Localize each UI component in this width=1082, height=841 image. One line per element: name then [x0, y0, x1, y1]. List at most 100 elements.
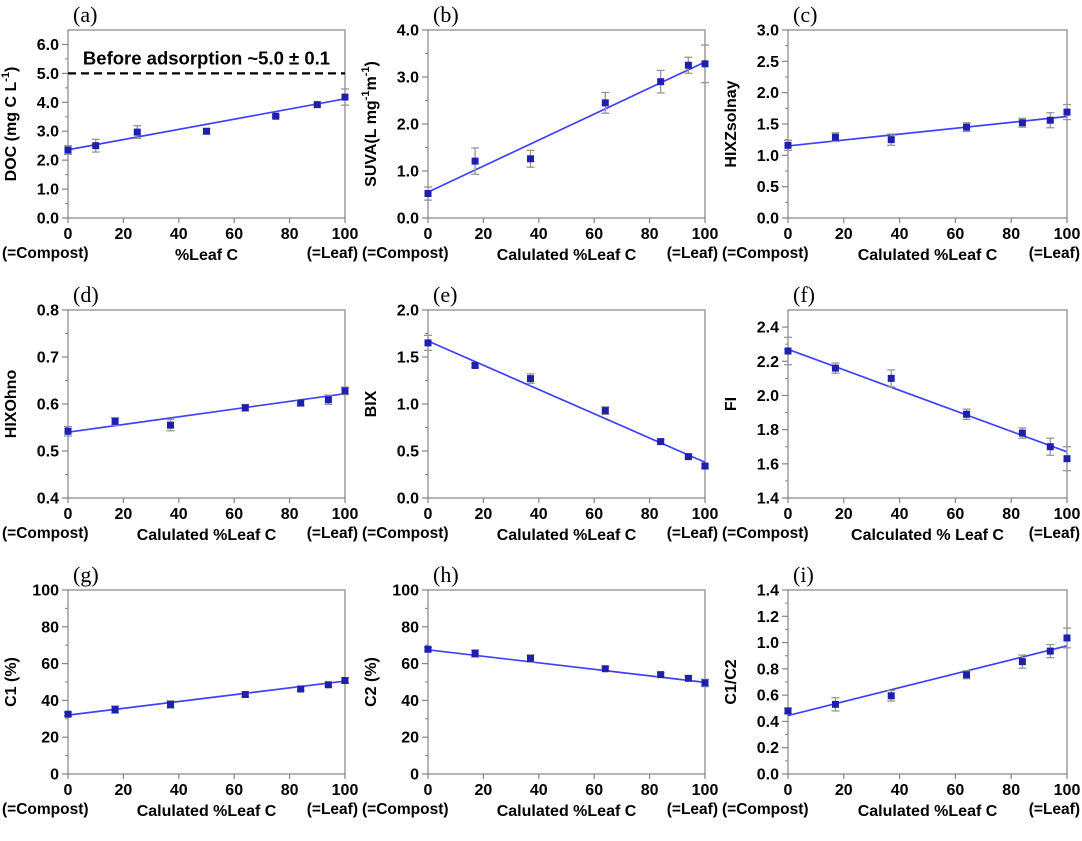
x-tick-label: 100 — [692, 226, 719, 243]
x-tick-label: 20 — [115, 226, 133, 243]
y-axis-title: DOC (mg C L-1) — [0, 67, 20, 182]
data-point — [526, 654, 534, 662]
panel-c: 0.0 0.5 1.0 1.5 2.0 2.5 3.0 0 20 40 60 80 100 (=Compo… — [720, 0, 1082, 280]
y-tick-label: 1.0 — [757, 148, 779, 165]
data-point — [1018, 429, 1026, 437]
data-point — [241, 691, 249, 699]
x-tick-label: 0 — [64, 226, 73, 243]
x-corner-left-label: (=Compost) — [362, 801, 449, 818]
x-tick-label: 0 — [784, 226, 793, 243]
x-tick-label: 0 — [424, 506, 433, 523]
data-point — [297, 685, 305, 693]
x-corner-right-label: (=Leaf) — [667, 525, 718, 542]
x-tick-label: 40 — [891, 506, 909, 523]
plot-border — [787, 309, 1068, 499]
x-tick-label: 0 — [784, 782, 793, 799]
x-corner-right-label: (=Leaf) — [307, 245, 358, 262]
data-point — [657, 78, 665, 86]
x-tick-label: 0 — [784, 506, 793, 523]
x-tick-label: 40 — [170, 506, 188, 523]
data-point — [887, 374, 895, 382]
y-tick-label: 0.5 — [397, 444, 419, 461]
data-point — [701, 462, 709, 470]
data-point — [1046, 647, 1054, 655]
data-point — [64, 427, 72, 435]
y-tick-label: 1.4 — [757, 583, 779, 600]
data-point — [601, 99, 609, 107]
y-tick-label: 3.0 — [37, 124, 59, 141]
chart-a: 0.0 1.0 2.0 3.0 4.0 5.0 6.0 0 20 40 60 80 100 (=Compo… — [0, 2, 359, 264]
x-corner-right-label: (=Leaf) — [667, 801, 718, 818]
data-point — [963, 671, 971, 679]
data-point — [1018, 119, 1026, 127]
data-point — [1046, 443, 1054, 451]
x-tick-label: 80 — [1002, 506, 1020, 523]
data-point — [963, 410, 971, 418]
x-tick-label: 80 — [281, 226, 299, 243]
y-tick-label: 0.7 — [37, 350, 59, 367]
x-tick-label: 0 — [424, 226, 433, 243]
x-tick-label: 60 — [225, 506, 243, 523]
x-axis-title: Calulated %Leaf C — [137, 527, 277, 544]
data-point — [657, 671, 665, 679]
data-point — [341, 387, 349, 395]
x-corner-right-label: (=Leaf) — [307, 801, 358, 818]
x-tick-label: 80 — [641, 506, 659, 523]
x-tick-label: 80 — [281, 782, 299, 799]
y-tick-label: 20 — [401, 730, 419, 747]
x-tick-label: 80 — [281, 506, 299, 523]
x-tick-label: 80 — [1002, 226, 1020, 243]
y-tick-label: 100 — [32, 583, 59, 600]
x-tick-label: 40 — [891, 226, 909, 243]
data-point — [424, 339, 432, 347]
data-point — [1063, 634, 1071, 642]
x-tick-label: 40 — [530, 226, 548, 243]
x-tick-label: 60 — [585, 782, 603, 799]
x-corner-left-label: (=Compost) — [2, 525, 89, 542]
plot-border — [427, 589, 706, 775]
data-point — [241, 404, 249, 412]
data-point — [963, 123, 971, 131]
y-tick-label: 80 — [41, 619, 59, 636]
chart-e: 0.0 0.5 1.0 1.5 2.0 0 20 40 60 80 100 (=Compost) (=L… — [362, 282, 718, 544]
y-axis-title: HIXZsolnay — [723, 80, 740, 167]
data-point — [471, 649, 479, 657]
panel-g: 0 20 40 60 80 100 0 20 40 60 80 100 (=Compost) (=Leaf… — [0, 560, 360, 836]
y-tick-label: 1.2 — [757, 609, 779, 626]
panel-h: 0 20 40 60 80 100 0 20 40 60 80 100 (=Compost) (=Leaf… — [360, 560, 720, 836]
x-corner-left-label: (=Compost) — [2, 245, 89, 262]
data-point — [1018, 658, 1026, 666]
data-point — [784, 707, 792, 715]
data-point — [111, 706, 119, 714]
data-point — [471, 157, 479, 165]
x-tick-label: 80 — [641, 226, 659, 243]
plot-border — [67, 29, 346, 219]
y-tick-label: 0.6 — [757, 688, 779, 705]
x-tick-label: 0 — [424, 782, 433, 799]
y-tick-label: 1.0 — [397, 397, 419, 414]
x-tick-label: 100 — [332, 226, 359, 243]
x-tick-label: 0 — [64, 506, 73, 523]
x-tick-label: 60 — [225, 782, 243, 799]
y-tick-label: 0.2 — [757, 740, 779, 757]
y-tick-label: 0 — [50, 767, 59, 784]
y-tick-label: 0.0 — [757, 211, 779, 228]
trend-line — [67, 392, 346, 434]
x-corner-right-label: (=Leaf) — [1029, 245, 1080, 262]
x-tick-label: 20 — [115, 782, 133, 799]
y-axis-title: C1 (%) — [3, 657, 20, 707]
x-axis-title: Calulated %Leaf C — [858, 247, 998, 264]
data-point — [1046, 116, 1054, 124]
data-point — [601, 407, 609, 415]
x-tick-label: 40 — [170, 226, 188, 243]
x-tick-label: 100 — [332, 782, 359, 799]
x-tick-label: 60 — [585, 226, 603, 243]
y-tick-label: 1.0 — [37, 182, 59, 199]
x-tick-label: 80 — [641, 782, 659, 799]
y-tick-label: 1.4 — [757, 491, 779, 508]
data-point — [92, 142, 100, 150]
x-tick-label: 60 — [947, 506, 965, 523]
data-point — [657, 438, 665, 446]
panel-letter: (b) — [433, 2, 459, 27]
